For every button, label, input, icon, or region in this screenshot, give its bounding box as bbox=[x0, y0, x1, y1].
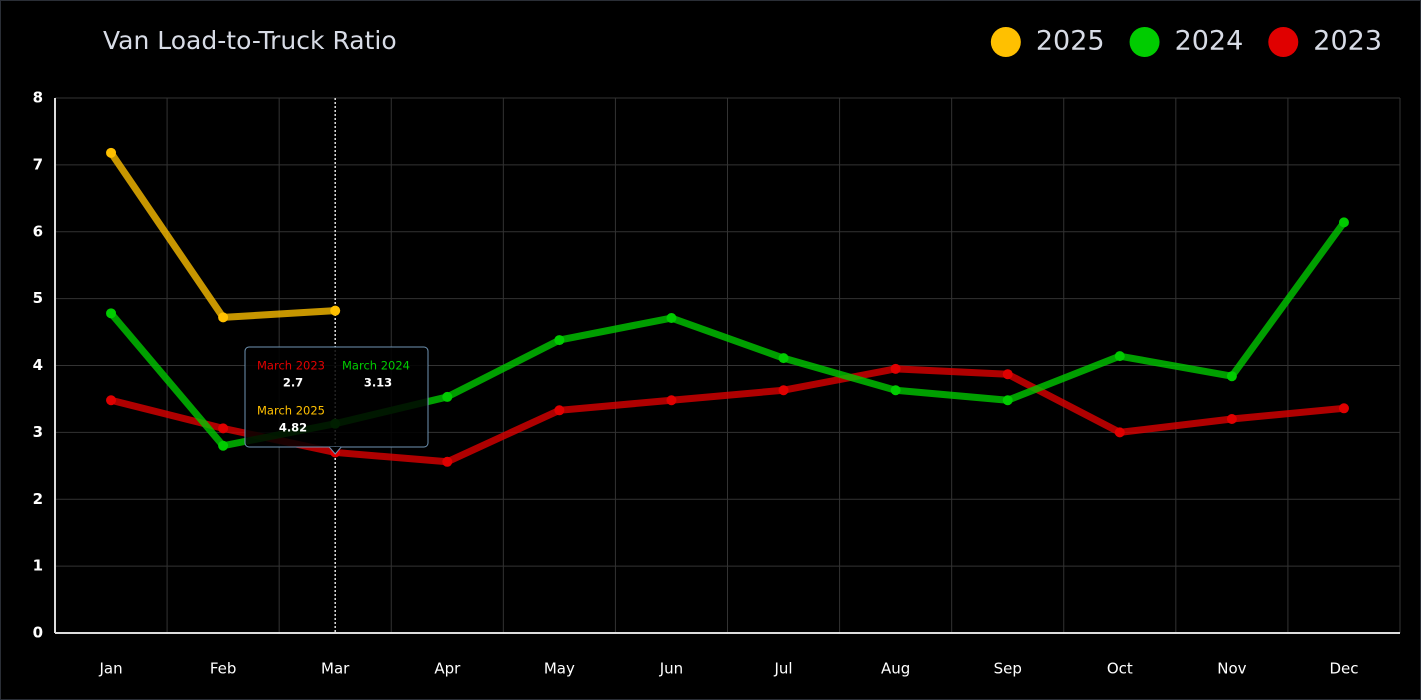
x-tick-label: Feb bbox=[210, 660, 237, 678]
legend-marker bbox=[1129, 27, 1160, 57]
data-point bbox=[1226, 371, 1237, 382]
x-tick-label: Oct bbox=[1107, 660, 1133, 678]
data-point bbox=[890, 363, 901, 374]
data-point bbox=[778, 353, 789, 364]
tooltip-value: 2.7 bbox=[283, 376, 303, 390]
data-point bbox=[106, 395, 117, 406]
y-tick-label: 7 bbox=[33, 155, 43, 173]
x-tick-label: Nov bbox=[1217, 660, 1246, 678]
data-point bbox=[1114, 351, 1125, 362]
data-point bbox=[106, 308, 117, 319]
data-point bbox=[1114, 427, 1125, 438]
data-point bbox=[442, 456, 453, 467]
x-tick-label: Aug bbox=[881, 660, 910, 678]
x-tick-label: May bbox=[544, 660, 575, 678]
data-point bbox=[218, 440, 229, 451]
x-tick-label: Mar bbox=[321, 660, 350, 678]
data-point bbox=[666, 313, 677, 324]
data-point bbox=[330, 305, 341, 316]
tooltip-label: March 2023 bbox=[257, 359, 325, 373]
x-tick-label: Sep bbox=[994, 660, 1022, 678]
y-tick-label: 8 bbox=[33, 89, 43, 107]
legend-label: 2023 bbox=[1313, 26, 1382, 57]
data-point bbox=[1002, 395, 1013, 406]
x-tick-label: Jul bbox=[773, 660, 792, 678]
x-tick-label: Jun bbox=[659, 660, 683, 678]
x-tick-label: Dec bbox=[1329, 660, 1358, 678]
tooltip-label: March 2025 bbox=[257, 404, 325, 418]
tooltip-value: 4.82 bbox=[279, 421, 307, 435]
data-point bbox=[218, 312, 229, 323]
data-point bbox=[778, 385, 789, 396]
data-point bbox=[218, 423, 229, 434]
tooltip-label: March 2024 bbox=[342, 359, 410, 373]
data-point bbox=[442, 391, 453, 402]
y-tick-label: 0 bbox=[33, 624, 43, 642]
y-tick-label: 2 bbox=[33, 490, 43, 508]
series-line bbox=[107, 365, 1348, 466]
y-tick-label: 5 bbox=[33, 289, 43, 307]
data-point bbox=[1226, 414, 1237, 424]
y-tick-label: 1 bbox=[33, 557, 43, 575]
y-tick-label: 4 bbox=[33, 356, 43, 374]
chart-title: Van Load-to-Truck Ratio bbox=[103, 26, 397, 55]
data-point bbox=[1338, 403, 1349, 414]
y-tick-label: 6 bbox=[33, 222, 43, 240]
data-point bbox=[554, 335, 565, 346]
data-point bbox=[1002, 369, 1013, 380]
legend-marker bbox=[1268, 27, 1299, 57]
x-tick-label: Apr bbox=[434, 660, 461, 678]
data-point bbox=[1338, 217, 1349, 228]
data-point bbox=[554, 405, 565, 416]
tooltip: March 2025 4.82 March 2024 3.13 March 2023 2.… bbox=[244, 346, 429, 455]
y-tick-label: 3 bbox=[33, 423, 43, 441]
data-point bbox=[106, 147, 117, 158]
legend-label: 2024 bbox=[1175, 26, 1244, 57]
tooltip-pointer bbox=[328, 446, 342, 455]
tooltip-value: 3.13 bbox=[364, 376, 392, 390]
data-point bbox=[890, 385, 901, 396]
legend-label: 2025 bbox=[1036, 26, 1105, 57]
x-tick-label: Jan bbox=[98, 660, 122, 678]
legend-marker bbox=[990, 27, 1021, 57]
data-point bbox=[666, 395, 677, 406]
